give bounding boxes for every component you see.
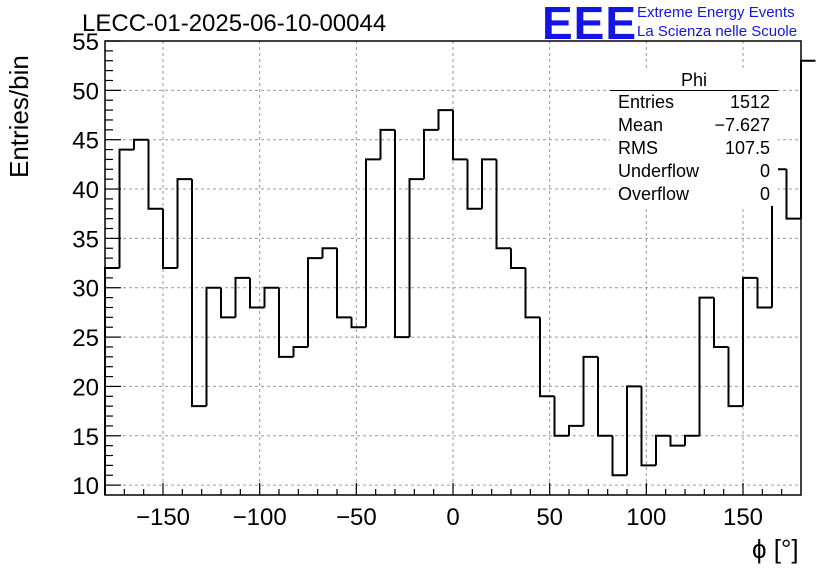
histogram-bin — [553, 396, 569, 437]
y-tick-label: 25 — [72, 325, 99, 352]
x-axis-label: ϕ [°] — [752, 534, 799, 564]
histogram-bin — [655, 434, 671, 466]
histogram-bin — [495, 159, 511, 250]
stats-label: Entries — [618, 92, 675, 112]
stats-value: 107.5 — [724, 138, 770, 158]
stats-value: 1512 — [729, 92, 770, 112]
histogram-bin — [220, 287, 236, 319]
stats-title: Phi — [610, 70, 778, 91]
histogram-bin — [423, 128, 439, 180]
x-tick-label: −100 — [233, 504, 287, 531]
y-tick-label: 20 — [72, 374, 99, 401]
histogram-bin — [394, 129, 410, 339]
histogram-bin — [408, 178, 424, 338]
histogram-bin — [698, 296, 714, 436]
y-tick-label: 45 — [72, 128, 99, 155]
y-tick-label: 10 — [72, 473, 99, 500]
eee-logo: EEE — [542, 0, 638, 49]
x-tick-label: 0 — [446, 504, 459, 531]
histogram-bin — [278, 287, 294, 358]
histogram-bin — [539, 317, 555, 398]
histogram-bin — [307, 257, 323, 347]
histogram-bin — [684, 434, 700, 446]
stats-label: Underflow — [618, 161, 700, 181]
histogram-bin — [292, 345, 308, 357]
histogram-bin — [510, 248, 526, 269]
histogram-bin — [176, 178, 192, 268]
y-tick-label: 40 — [72, 177, 99, 204]
axes: −150 −100 −50 0 50 100 150 10 15 20 25 30 35 40 45 50 55 — [72, 29, 802, 531]
logo-caption-line1: Extreme Energy Events — [637, 4, 795, 21]
histogram-bin — [742, 276, 758, 407]
stats-value: −7.627 — [714, 115, 770, 135]
y-tick-label: 55 — [72, 29, 99, 56]
histogram-bin — [466, 159, 482, 210]
x-tick-label: −150 — [136, 504, 190, 531]
histogram-bin — [669, 435, 685, 447]
stats-row-underflow: Underflow 0 — [610, 160, 778, 183]
histogram-bin — [365, 158, 381, 328]
stats-label: RMS — [618, 138, 658, 158]
histogram-bin — [133, 138, 149, 150]
stats-row-mean: Mean −7.627 — [610, 114, 778, 137]
histogram-bin — [205, 286, 221, 407]
histogram-bin — [524, 268, 540, 319]
histogram-bin — [147, 139, 163, 210]
chart-title: LECC-01-2025-06-10-00044 — [82, 10, 387, 37]
x-tick-label: −50 — [336, 504, 377, 531]
histogram-bin — [350, 317, 366, 329]
histogram-bin — [336, 248, 352, 319]
x-tick-label: 150 — [723, 504, 763, 531]
y-tick-label: 15 — [72, 424, 99, 451]
logo-caption-line2: La Scienza nelle Scuole — [637, 23, 798, 40]
histogram-bin — [234, 276, 250, 318]
y-tick-label: 30 — [72, 276, 99, 303]
histogram-bin — [321, 247, 337, 259]
histogram-bin — [568, 424, 584, 436]
histogram-bin — [785, 169, 801, 220]
histogram-bin — [800, 59, 816, 219]
stats-value: 0 — [759, 161, 770, 181]
histogram-bin — [104, 267, 120, 495]
histogram-bin — [727, 346, 743, 408]
histogram-bin — [118, 148, 134, 268]
histogram-bin — [611, 435, 627, 477]
x-tick-label: 50 — [536, 504, 563, 531]
logo-caption: Extreme Energy Events La Scienza nelle S… — [637, 3, 797, 41]
histogram-bin — [597, 356, 613, 437]
stats-row-overflow: Overflow 0 — [610, 183, 778, 206]
x-tick-label: 100 — [626, 504, 666, 531]
histogram-bin — [582, 355, 598, 426]
histogram-bin — [263, 286, 279, 308]
histogram-bars — [104, 59, 816, 495]
histogram-bin — [379, 128, 395, 160]
y-tick-label: 35 — [72, 226, 99, 253]
histogram-bin — [191, 179, 207, 408]
stats-box: Phi Entries 1512 Mean −7.627 RMS 107.5 U… — [610, 70, 778, 206]
histogram-bin — [640, 386, 656, 467]
stats-value: 0 — [759, 184, 770, 204]
stats-label: Mean — [618, 115, 664, 135]
histogram-bin — [481, 158, 497, 209]
histogram-bin — [713, 297, 729, 348]
stats-row-rms: RMS 107.5 — [610, 137, 778, 160]
histogram-bin — [452, 110, 468, 161]
histogram-bin — [249, 277, 265, 309]
histogram-bin — [626, 385, 642, 476]
stats-label: Overflow — [618, 184, 690, 204]
histogram-bin — [437, 109, 453, 130]
y-axis-label: Entries/bin — [4, 55, 34, 178]
y-tick-label: 50 — [72, 78, 99, 105]
histogram-bin — [756, 277, 772, 309]
histogram-bin — [162, 208, 178, 269]
stats-row-entries: Entries 1512 — [610, 91, 778, 114]
